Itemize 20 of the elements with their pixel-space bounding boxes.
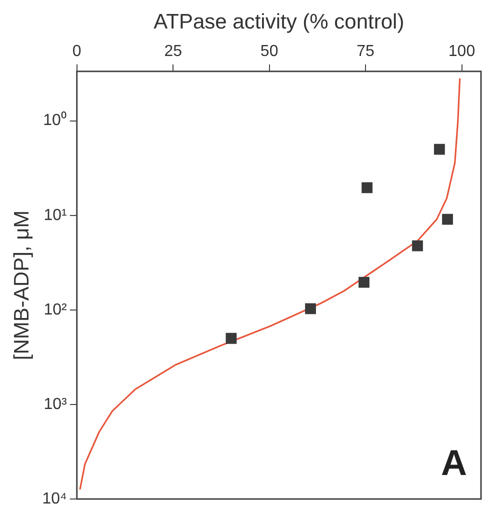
point (434, 144, 445, 155)
y-tick-label: 10² (44, 301, 68, 318)
y-tick-label: 10¹ (44, 206, 67, 224)
point (362, 182, 373, 194)
point (358, 276, 370, 288)
y-tick-label: 10⁰ (43, 111, 67, 130)
point (305, 303, 316, 314)
x-tick-label: 50 (260, 43, 278, 60)
y-tick-label: 10⁴ (42, 490, 67, 508)
y-tick-label: 10³ (44, 396, 68, 413)
x-axis-title: ATPase activity (% control) (154, 10, 404, 34)
annotation: A (441, 442, 467, 483)
x-tick-label: 25 (164, 43, 182, 60)
y-axis-title: [NMB-ADP], μM (10, 210, 34, 360)
x-tick-label: 75 (356, 43, 375, 60)
x-tick-label: 100 (448, 43, 476, 60)
point (226, 332, 237, 344)
point (412, 240, 423, 252)
x-tick-label: 0 (72, 43, 82, 60)
point (442, 214, 453, 225)
